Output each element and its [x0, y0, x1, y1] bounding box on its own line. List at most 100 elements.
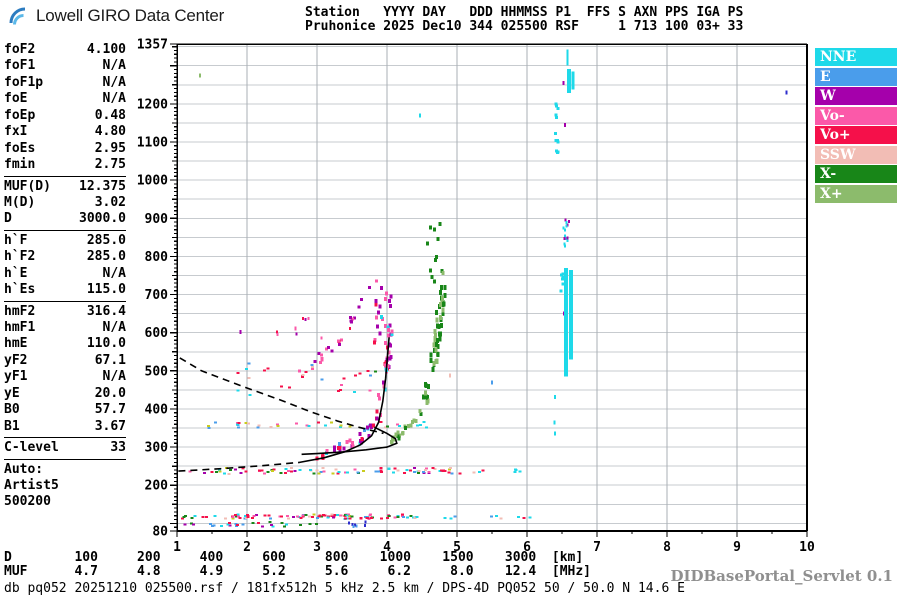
readout-label: foE — [4, 91, 28, 107]
readout-row: foEp 0.48 — [4, 108, 126, 124]
readout-label: yF1 — [4, 369, 28, 385]
readout-label: h`F2 — [4, 249, 36, 265]
x-axis-tick-label: 4 — [383, 540, 391, 555]
readout-value: N/A — [102, 91, 126, 107]
readout-label: D — [4, 211, 12, 227]
readout-value: 57.7 — [94, 402, 126, 418]
muf-row: MUF 4.7 4.8 4.9 5.2 5.6 6.2 8.0 12.4 [MH… — [4, 564, 591, 579]
readout-label: h`Es — [4, 282, 36, 298]
readout-label: hmF2 — [4, 303, 36, 319]
x-axis-tick-label: 8 — [663, 540, 671, 555]
readout-value: 3000.0 — [79, 211, 126, 227]
legend-item-e: E — [815, 67, 897, 86]
scaled-parameters-panel: foF2 4.100 foF1 N/A foF1p N/A foE N/A foEp 0.48 fx… — [4, 42, 126, 511]
y-axis-tick-label: 700 — [145, 288, 169, 303]
legend-item-nne: NNE — [815, 48, 897, 66]
readout-value: 4.100 — [86, 42, 126, 57]
readout-value: N/A — [102, 369, 126, 385]
readout-row: fxI 4.80 — [4, 124, 126, 140]
readout-label: MUF(D) — [4, 178, 51, 194]
readout-row: yF2 67.1 — [4, 353, 126, 369]
panel-separator — [4, 175, 126, 177]
y-axis-tick-label: 1100 — [137, 136, 168, 151]
readout-value: 3.02 — [94, 194, 126, 210]
readout-value: N/A — [102, 265, 126, 281]
readout-row: h`F 285.0 — [4, 233, 126, 249]
legend-item-vo: Vo+ — [815, 126, 897, 144]
header-line1: Station YYYY DAY DDD HHMMSS P1 FFS S AXN… — [305, 5, 744, 20]
readout-row: foEs 2.95 — [4, 141, 126, 157]
x-axis-tick-label: 9 — [733, 540, 741, 555]
readout-label: foF2 — [4, 42, 36, 57]
readout-row: foF2 4.100 — [4, 42, 126, 58]
readout-label: foF1p — [4, 74, 44, 90]
legend-item-w: W — [815, 87, 897, 105]
autoscaler-info: Artist5 — [4, 477, 59, 493]
y-axis-tick-label: 200 — [145, 479, 169, 494]
readout-value: 285.0 — [86, 232, 126, 248]
header-line2: Pruhonice 2025 Dec10 344 025500 RSF 1 71… — [305, 19, 744, 34]
readout-value: 2.75 — [94, 157, 126, 173]
y-axis-tick-label: 300 — [145, 441, 169, 456]
readout-label: M(D) — [4, 194, 36, 210]
y-axis-tick-label: 80 — [152, 525, 168, 540]
y-axis-tick-label: 500 — [145, 364, 169, 379]
readout-label: hmE — [4, 336, 28, 352]
readout-value: N/A — [102, 58, 126, 74]
autoscaler-info: Auto: — [4, 461, 44, 477]
readout-label: C-level — [4, 440, 59, 456]
readout-row: MUF(D) 12.375 — [4, 179, 126, 195]
x-axis-tick-label: 5 — [453, 540, 461, 555]
readout-row: B1 3.67 — [4, 419, 126, 435]
readout-value: 20.0 — [94, 385, 126, 401]
x-axis-tick-label: 6 — [523, 540, 531, 555]
legend-item-vo: Vo- — [815, 106, 897, 125]
readout-value: N/A — [102, 320, 126, 335]
status-line: db pq052 20251210 025500.rsf / 181fx512h… — [4, 581, 685, 596]
panel-separator — [4, 437, 126, 439]
y-axis-tick-label: 600 — [145, 326, 169, 341]
legend-item-ssw: SSW — [815, 145, 897, 164]
readout-label: B0 — [4, 402, 20, 418]
y-axis-tick-label: 400 — [145, 402, 169, 417]
autoscaler-info: 500200 — [4, 494, 51, 510]
readout-value: 12.375 — [79, 178, 126, 194]
readout-value: 33 — [110, 440, 126, 456]
y-axis-tick-label: 1357 — [137, 38, 168, 53]
panel-separator — [4, 300, 126, 302]
x-axis-tick-label: 3 — [313, 540, 321, 555]
readout-row: h`E N/A — [4, 266, 126, 282]
readout-value: 285.0 — [86, 249, 126, 265]
readout-value: 316.4 — [86, 303, 126, 319]
readout-value: 3.67 — [94, 418, 126, 434]
readout-row: foF1 N/A — [4, 58, 126, 74]
readout-label: foF1 — [4, 58, 36, 74]
readout-label: yF2 — [4, 352, 28, 368]
giro-logo[interactable]: Lowell GIRO Data Center — [8, 6, 224, 26]
x-axis-tick-label: 10 — [799, 540, 815, 555]
y-axis-tick-label: 1200 — [137, 97, 168, 112]
x-axis-tick-label: 2 — [243, 540, 251, 555]
legend-item-x: X- — [815, 165, 897, 183]
readout-label: foEp — [4, 107, 36, 123]
readout-row: foE N/A — [4, 91, 126, 107]
giro-logo-icon — [9, 7, 26, 25]
legend-item-x: X+ — [815, 184, 897, 203]
readout-label: h`F — [4, 232, 28, 248]
panel-separator — [4, 229, 126, 231]
readout-value: 2.95 — [94, 140, 126, 156]
readout-value: 67.1 — [94, 352, 126, 368]
readout-row: C-level 33 — [4, 440, 126, 456]
readout-label: B1 — [4, 418, 20, 434]
readout-label: h`E — [4, 265, 28, 281]
x-axis-tick-label: 7 — [593, 540, 601, 555]
readout-label: fmin — [4, 157, 36, 173]
readout-row: D 3000.0 — [4, 211, 126, 227]
readout-label: yE — [4, 385, 20, 401]
panel-separator — [4, 458, 126, 460]
readout-label: fxI — [4, 124, 28, 140]
readout-row: hmF1 N/A — [4, 320, 126, 336]
readout-row: hmF2 316.4 — [4, 304, 126, 320]
direction-legend: NNE E W Vo- Vo+ SSW X- X+ — [815, 48, 897, 204]
